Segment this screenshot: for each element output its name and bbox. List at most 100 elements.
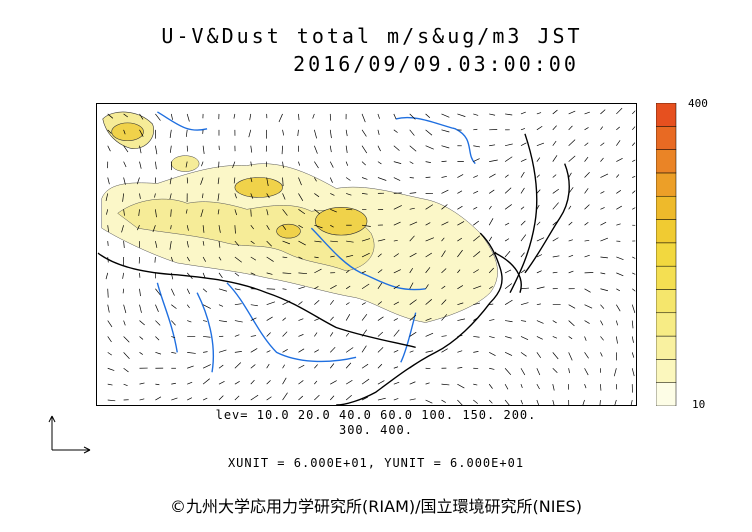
wind-vector — [314, 300, 320, 305]
wind-vector — [107, 383, 113, 386]
wind-vector — [568, 254, 574, 258]
wind-vector — [107, 320, 113, 328]
wind-vector — [345, 129, 348, 137]
wind-vector — [393, 205, 402, 210]
wind-vector — [409, 268, 413, 274]
wind-vector — [345, 395, 352, 401]
wind-vector — [282, 193, 286, 200]
wind-vector — [186, 272, 193, 279]
wind-vector — [616, 223, 621, 226]
wind-vector — [584, 142, 589, 146]
wind-vector — [107, 129, 112, 134]
wind-vector — [217, 177, 220, 185]
wind-vector — [234, 362, 242, 369]
wind-vector — [536, 189, 541, 194]
wind-vector — [155, 352, 162, 355]
wind-vector — [457, 174, 464, 178]
wind-vector — [616, 205, 622, 210]
wind-vector — [441, 189, 449, 194]
wind-vector — [298, 286, 305, 290]
wind-vector — [329, 363, 335, 369]
colorbar-step — [656, 335, 677, 360]
wind-vector — [409, 113, 416, 120]
wind-vector — [186, 225, 189, 231]
wind-vector — [425, 222, 431, 226]
wind-vector — [473, 175, 478, 178]
wind-vector — [330, 224, 334, 228]
colorbar — [656, 103, 677, 406]
wind-vector — [298, 240, 306, 246]
wind-vector — [489, 352, 496, 357]
contour-levels-line1: lev= 10.0 20.0 40.0 60.0 100. 150. 200. — [215, 408, 537, 422]
wind-vector — [154, 193, 156, 198]
wind-vector — [171, 352, 177, 354]
wind-vector — [504, 383, 509, 390]
wind-vector — [457, 113, 466, 117]
wind-vector — [425, 284, 429, 289]
wind-vector — [278, 113, 283, 123]
wind-vector — [409, 252, 417, 258]
wind-vector — [536, 157, 541, 162]
wind-vector — [504, 250, 511, 258]
wind-vector — [552, 237, 559, 242]
wind-vector — [632, 159, 636, 162]
wind-vector — [520, 287, 530, 290]
wind-vector — [345, 145, 348, 154]
wind-vector — [536, 125, 543, 131]
wind-vector — [107, 177, 110, 185]
wind-vector — [473, 317, 478, 321]
wind-vector — [171, 397, 178, 401]
wind-vector — [489, 303, 494, 306]
wind-vector — [520, 399, 523, 405]
wind-vector — [393, 366, 399, 369]
wind-vector — [345, 161, 349, 166]
wind-vector — [568, 320, 575, 327]
wind-vector — [139, 193, 141, 199]
wind-vector — [520, 171, 525, 178]
wind-vector — [218, 272, 223, 279]
wind-vector — [202, 256, 206, 262]
wind-vector — [377, 177, 387, 181]
wind-vector — [393, 177, 401, 181]
wind-vector — [520, 220, 526, 226]
wind-vector — [599, 399, 601, 405]
wind-vector — [504, 156, 513, 162]
wind-vector — [314, 177, 317, 182]
wind-vector — [187, 381, 193, 385]
wind-vector — [361, 363, 369, 369]
wind-vector — [473, 145, 481, 148]
wind-vector — [297, 129, 299, 137]
wind-vector — [584, 239, 590, 242]
wind-vector — [536, 254, 543, 258]
wind-vector — [186, 113, 190, 122]
wind-vector — [234, 351, 242, 353]
reference-vector-arrow — [48, 415, 91, 454]
wind-vector — [266, 350, 271, 353]
wind-vector — [520, 336, 529, 340]
wind-vector — [298, 224, 304, 229]
wind-vector — [123, 336, 130, 343]
wind-vector — [568, 221, 573, 226]
colorbar-step — [656, 382, 677, 406]
wind-vector — [298, 256, 303, 260]
wind-vector — [186, 241, 189, 248]
copyright-notice: ©九州大学応用力学研究所(RIAM)/国立環境研究所(NIES) — [170, 497, 582, 516]
wind-vector — [345, 285, 351, 290]
wind-vector — [473, 235, 481, 242]
wind-vector — [582, 399, 585, 405]
wind-vector — [139, 161, 142, 169]
wind-vector — [520, 111, 526, 115]
wind-vector — [584, 188, 589, 194]
wind-vector — [218, 256, 222, 261]
wind-vector — [377, 331, 384, 337]
wind-vector — [218, 381, 225, 385]
wind-vector — [250, 335, 257, 337]
wind-vector — [361, 161, 366, 166]
wind-vector — [632, 190, 636, 194]
wind-vector — [520, 384, 523, 389]
wind-vector — [266, 380, 271, 385]
wind-vector — [552, 367, 558, 373]
wind-vector — [505, 320, 513, 323]
wind-vector-field — [105, 107, 636, 405]
wind-vector — [409, 299, 417, 305]
